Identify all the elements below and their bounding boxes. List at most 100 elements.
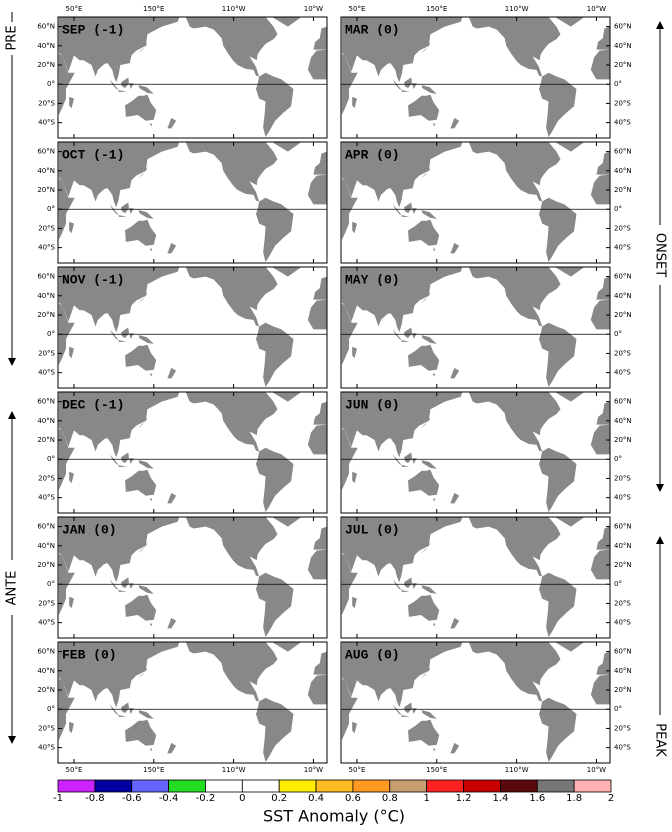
y-tick-label: 60°N xyxy=(614,398,632,406)
land xyxy=(554,17,585,27)
x-tick-label: 150°E xyxy=(143,5,164,13)
colorbar-tick-label: 0.8 xyxy=(382,793,398,804)
y-tick-label: 0° xyxy=(614,705,622,713)
land xyxy=(341,267,463,333)
x-tick-label: 150°E xyxy=(143,766,164,774)
map-panel xyxy=(341,17,610,138)
y-tick-label: 40°S xyxy=(38,619,55,627)
land xyxy=(590,299,610,330)
y-tick-label: 20°S xyxy=(614,224,631,232)
x-tick-label: 50°E xyxy=(349,766,366,774)
land xyxy=(590,674,610,705)
land xyxy=(352,596,357,609)
land xyxy=(392,329,402,340)
land xyxy=(313,26,327,50)
land xyxy=(313,651,327,675)
y-tick-label: 60°N xyxy=(614,648,632,656)
land xyxy=(121,202,130,214)
y-tick-label: 40°N xyxy=(614,542,632,550)
land xyxy=(271,142,302,152)
land xyxy=(596,401,610,425)
land xyxy=(432,623,436,627)
land xyxy=(468,267,561,327)
land xyxy=(421,335,437,344)
y-tick-label: 60°N xyxy=(37,398,55,406)
land xyxy=(404,327,413,339)
land xyxy=(185,142,278,202)
map-panel xyxy=(58,142,327,263)
y-tick-label: 0° xyxy=(47,580,55,588)
land xyxy=(109,79,119,90)
colorbar-segment xyxy=(94,779,133,793)
land xyxy=(149,373,153,377)
land xyxy=(352,96,357,109)
panel-frame xyxy=(57,516,328,639)
land xyxy=(307,549,327,580)
y-tick-label: 20°S xyxy=(614,724,631,732)
land xyxy=(138,585,154,594)
map-panel xyxy=(58,17,327,138)
phase-label: PEAK xyxy=(653,723,668,757)
y-tick-label: 0° xyxy=(47,205,55,213)
panel-label: JUN (0) xyxy=(345,397,400,412)
land xyxy=(129,458,134,465)
colorbar-tick-label: 1.6 xyxy=(529,793,545,804)
land xyxy=(392,204,402,215)
y-tick-label: 0° xyxy=(614,80,622,88)
y-tick-label: 20°N xyxy=(614,561,632,569)
land xyxy=(450,742,460,754)
x-tick-label: 110°W xyxy=(505,5,529,13)
land xyxy=(149,498,153,502)
x-tick-label: 50°E xyxy=(66,5,83,13)
colorbar-tick-label: 1.2 xyxy=(456,793,472,804)
y-tick-label: 60°N xyxy=(37,148,55,156)
colorbar-segment xyxy=(426,779,464,793)
land xyxy=(69,471,74,484)
land xyxy=(412,458,417,465)
land xyxy=(109,454,119,465)
land xyxy=(538,447,577,513)
y-tick-label: 40°S xyxy=(38,744,55,752)
y-tick-label: 40°N xyxy=(614,417,632,425)
y-tick-label: 40°S xyxy=(38,369,55,377)
land xyxy=(138,710,154,719)
land xyxy=(129,83,134,90)
panel-frame xyxy=(340,141,611,264)
land xyxy=(590,174,610,205)
panel-frame xyxy=(57,266,328,389)
panel-frame xyxy=(340,16,611,139)
x-tick-label: 10°W xyxy=(587,5,606,13)
land xyxy=(596,526,610,550)
land xyxy=(341,642,463,708)
colorbar-segment xyxy=(499,779,538,793)
y-tick-label: 20°N xyxy=(37,186,55,194)
y-tick-label: 20°S xyxy=(38,724,55,732)
colorbar-segment xyxy=(573,779,612,793)
panel-frame xyxy=(340,516,611,639)
map-panel xyxy=(58,517,327,638)
y-tick-label: 40°S xyxy=(614,119,631,127)
land xyxy=(271,267,302,277)
y-tick-label: 0° xyxy=(47,705,55,713)
land xyxy=(554,142,585,152)
y-tick-label: 40°N xyxy=(614,292,632,300)
panel-label: JUL (0) xyxy=(345,522,400,537)
x-tick-label: 10°W xyxy=(304,766,323,774)
colorbar-segment xyxy=(205,779,243,793)
land xyxy=(313,401,327,425)
map-panel xyxy=(58,642,327,763)
phase-label: ANTE xyxy=(5,571,20,606)
land xyxy=(468,517,561,577)
colorbar-tick-label: -0.2 xyxy=(196,793,216,804)
land xyxy=(109,204,119,215)
y-tick-label: 60°N xyxy=(37,23,55,31)
x-tick-label: 50°E xyxy=(349,5,366,13)
y-tick-label: 0° xyxy=(614,580,622,588)
colorbar-tick-label: 0.2 xyxy=(271,793,287,804)
y-tick-label: 0° xyxy=(47,80,55,88)
land xyxy=(432,248,436,252)
y-tick-label: 40°N xyxy=(614,42,632,50)
land xyxy=(167,742,177,754)
